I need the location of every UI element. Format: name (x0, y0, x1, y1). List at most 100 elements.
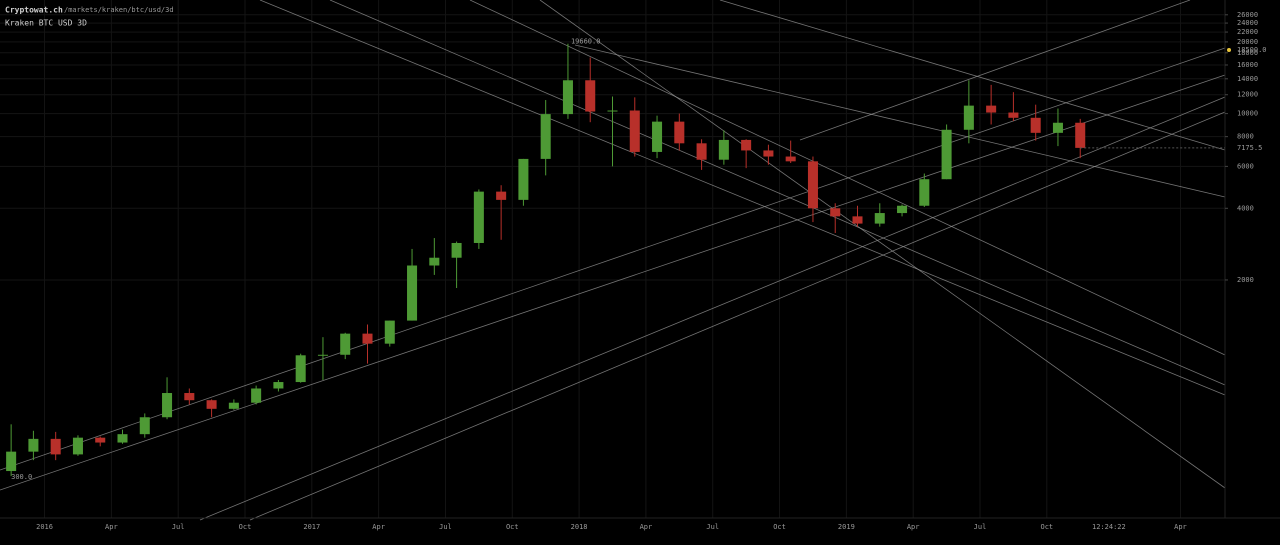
x-tick-label: Jul (439, 523, 452, 531)
candle-body (496, 191, 507, 200)
candle-body (963, 105, 974, 130)
candle-body (384, 320, 395, 344)
market-label: Kraken BTC USD 3D (5, 19, 87, 28)
x-tick-label: Jul (974, 523, 987, 531)
candle-body (1008, 112, 1019, 118)
candle-body (986, 105, 997, 113)
trend-line (259, 0, 1226, 396)
x-tick-label: Apr (640, 523, 653, 531)
y-tick-label: 16000 (1237, 61, 1258, 69)
x-tick-label: 2018 (571, 523, 588, 531)
candle-body (585, 80, 596, 112)
candle-body (28, 438, 39, 452)
grid (0, 0, 1225, 518)
trend-line (329, 0, 1226, 386)
y-tick-label: 24000 (1237, 19, 1258, 27)
trend-line (249, 111, 1226, 521)
candle-body (852, 216, 863, 224)
alert-marker (1227, 47, 1231, 52)
candle-body (273, 382, 284, 389)
trend-line (469, 0, 1226, 356)
candle-body (897, 205, 908, 214)
candle-body (50, 438, 61, 455)
candle-body (184, 393, 195, 401)
candle-body (785, 156, 796, 162)
y-tick-label: 2000 (1237, 276, 1254, 284)
candle-body (295, 355, 306, 383)
candle-body (95, 437, 106, 443)
x-tick-label: Oct (239, 523, 252, 531)
trend-line (719, 0, 1226, 151)
y-tick-label: 12000 (1237, 91, 1258, 99)
candle-body (696, 143, 707, 160)
candle-body (251, 388, 262, 403)
candle-body (941, 129, 952, 180)
high-label: 19660.0 (571, 38, 601, 46)
trend-line (574, 44, 1226, 198)
candle-body (206, 400, 217, 409)
x-tick-label: Apr (1174, 523, 1187, 531)
trend-line (799, 0, 1191, 141)
candle-body (139, 417, 150, 435)
y-tick-label: 4000 (1237, 204, 1254, 212)
candle-body (340, 333, 351, 355)
candle-body (6, 451, 17, 472)
candle-body (407, 265, 418, 321)
candle-body (429, 257, 440, 266)
y-tick-label: 6000 (1237, 162, 1254, 170)
candle-body (362, 333, 373, 344)
y-tick-label: 18000 (1237, 49, 1258, 57)
trend-lines (0, 0, 1226, 521)
time-label: 12:24:22 (1092, 523, 1126, 531)
candle-body (117, 434, 128, 443)
y-tick-label: 10000 (1237, 110, 1258, 118)
candle-body (830, 208, 841, 217)
x-tick-label: Jul (172, 523, 185, 531)
x-tick-label: Apr (372, 523, 385, 531)
candle-body (540, 114, 551, 159)
trend-line (0, 47, 1226, 471)
x-tick-label: Oct (1040, 523, 1053, 531)
x-tick-label: Jul (706, 523, 719, 531)
site-title: Cryptowat.ch (5, 6, 63, 15)
candle-body (451, 242, 462, 258)
candle-body (807, 161, 818, 209)
candle-body (629, 110, 640, 152)
trend-line (199, 96, 1226, 521)
candle-body (228, 402, 239, 409)
x-tick-label: Oct (773, 523, 786, 531)
candle-body (919, 179, 930, 206)
market-path: /markets/kraken/btc/usd/3d (64, 6, 174, 14)
candle-body (741, 139, 752, 151)
x-tick-label: Apr (907, 523, 920, 531)
candle-body (72, 437, 83, 455)
alert-label: 18500.0 (1237, 46, 1267, 54)
candle-body (874, 213, 885, 224)
candle-body (674, 121, 685, 144)
candle-body (1030, 117, 1041, 133)
candle-body (473, 191, 484, 243)
y-tick-label: 14000 (1237, 75, 1258, 83)
candle-body (317, 354, 328, 356)
trend-line (539, 0, 1226, 489)
x-tick-label: Oct (506, 523, 519, 531)
last-price-label: 7175.5 (1237, 144, 1262, 152)
x-tick-label: Apr (105, 523, 118, 531)
x-tick-label: 2016 (36, 523, 53, 531)
candle-body (1052, 122, 1063, 133)
candle-body (652, 121, 663, 152)
candle-body (763, 150, 774, 157)
x-tick-label: 2019 (838, 523, 855, 531)
y-tick-label: 22000 (1237, 28, 1258, 36)
candle-body (607, 110, 618, 112)
y-tick-label: 8000 (1237, 133, 1254, 141)
x-tick-label: 2017 (303, 523, 320, 531)
candle-body (1075, 122, 1086, 148)
candle-body (718, 139, 729, 160)
trend-line (0, 74, 1226, 491)
candles (6, 43, 1086, 477)
y-tick-label: 20000 (1237, 38, 1258, 46)
candle-body (518, 158, 529, 200)
